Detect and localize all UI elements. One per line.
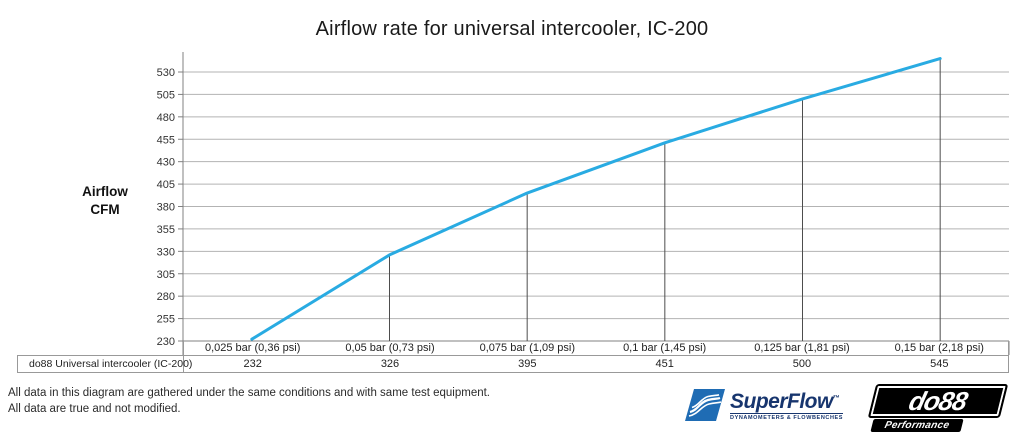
y-axis-label-line1: Airflow xyxy=(82,184,128,199)
y-tick-label: 255 xyxy=(157,314,175,326)
superflow-wave-icon xyxy=(685,389,725,421)
data-value-cell: 545 xyxy=(930,358,949,370)
y-tick-label: 430 xyxy=(157,157,175,169)
disclaimer-line1: All data in this diagram are gathered un… xyxy=(8,387,491,399)
data-value-cell: 232 xyxy=(243,358,262,370)
superflow-subtitle: DYNAMOMETERS & FLOWBENCHES xyxy=(730,413,844,421)
x-axis-label: 0,1 bar (1,45 psi) xyxy=(623,342,707,354)
x-axis-label: 0,15 bar (2,18 psi) xyxy=(894,342,984,354)
y-tick-label: 330 xyxy=(157,246,175,258)
plot-area: 230 255 280 305 330 355 380 405 430 455 480 505 530 xyxy=(157,52,1010,355)
superflow-logo: SuperFlow™ DYNAMOMETERS & FLOWBENCHES xyxy=(684,388,844,422)
do88-tagline: Performance xyxy=(883,420,951,431)
legend-cell: do88 Universal intercooler (IC-200) xyxy=(18,356,192,372)
x-axis-label: 0,025 bar (0,36 psi) xyxy=(204,342,301,354)
do88-wordmark-box: do88 xyxy=(867,384,1009,418)
y-tick-label: 380 xyxy=(157,202,175,214)
superflow-name: SuperFlow™ xyxy=(730,390,840,413)
y-tick-label: 405 xyxy=(157,179,175,191)
x-axis-labels-row: 0,025 bar (0,36 psi) 0,05 bar (0,73 psi)… xyxy=(183,341,1009,355)
y-tick-label: 230 xyxy=(157,336,175,348)
do88-name: do88 xyxy=(905,386,971,416)
legend-series-label: do88 Universal intercooler (IC-200) xyxy=(29,358,193,370)
disclaimer-line2: All data are true and not modified. xyxy=(8,403,181,415)
do88-performance-strip: Performance xyxy=(870,419,964,432)
data-value-cell: 500 xyxy=(792,358,812,370)
superflow-wordmark: SuperFlow™ DYNAMOMETERS & FLOWBENCHES xyxy=(730,388,844,421)
x-axis-label: 0,125 bar (1,81 psi) xyxy=(754,342,850,354)
data-value-cell: 326 xyxy=(380,358,400,370)
data-value-cell: 451 xyxy=(655,358,674,370)
y-tick-label: 280 xyxy=(157,291,175,303)
disclaimer-notes: All data in this diagram are gathered un… xyxy=(8,385,490,417)
y-tick-label: 455 xyxy=(157,134,175,146)
x-axis-label: 0,05 bar (0,73 psi) xyxy=(345,342,435,354)
data-value-cell: 395 xyxy=(518,358,537,370)
do88-logo: do88 Performance xyxy=(867,384,1014,432)
y-tick-label: 480 xyxy=(157,112,175,124)
y-tick-label: 505 xyxy=(157,89,175,101)
y-tick-label: 355 xyxy=(157,224,175,236)
data-values-row: do88 Universal intercooler (IC-200) 232 … xyxy=(17,355,1009,373)
chart-title: Airflow rate for universal intercooler, … xyxy=(315,18,709,40)
airflow-curve xyxy=(250,57,942,341)
y-tick-label: 530 xyxy=(157,67,175,79)
y-axis-label: Airflow CFM xyxy=(55,183,155,219)
trademark-symbol: ™ xyxy=(832,395,840,402)
y-tick-label: 305 xyxy=(157,269,175,281)
y-axis-label-line2: CFM xyxy=(90,202,120,217)
x-axis-label: 0,075 bar (1,09 psi) xyxy=(479,342,576,354)
